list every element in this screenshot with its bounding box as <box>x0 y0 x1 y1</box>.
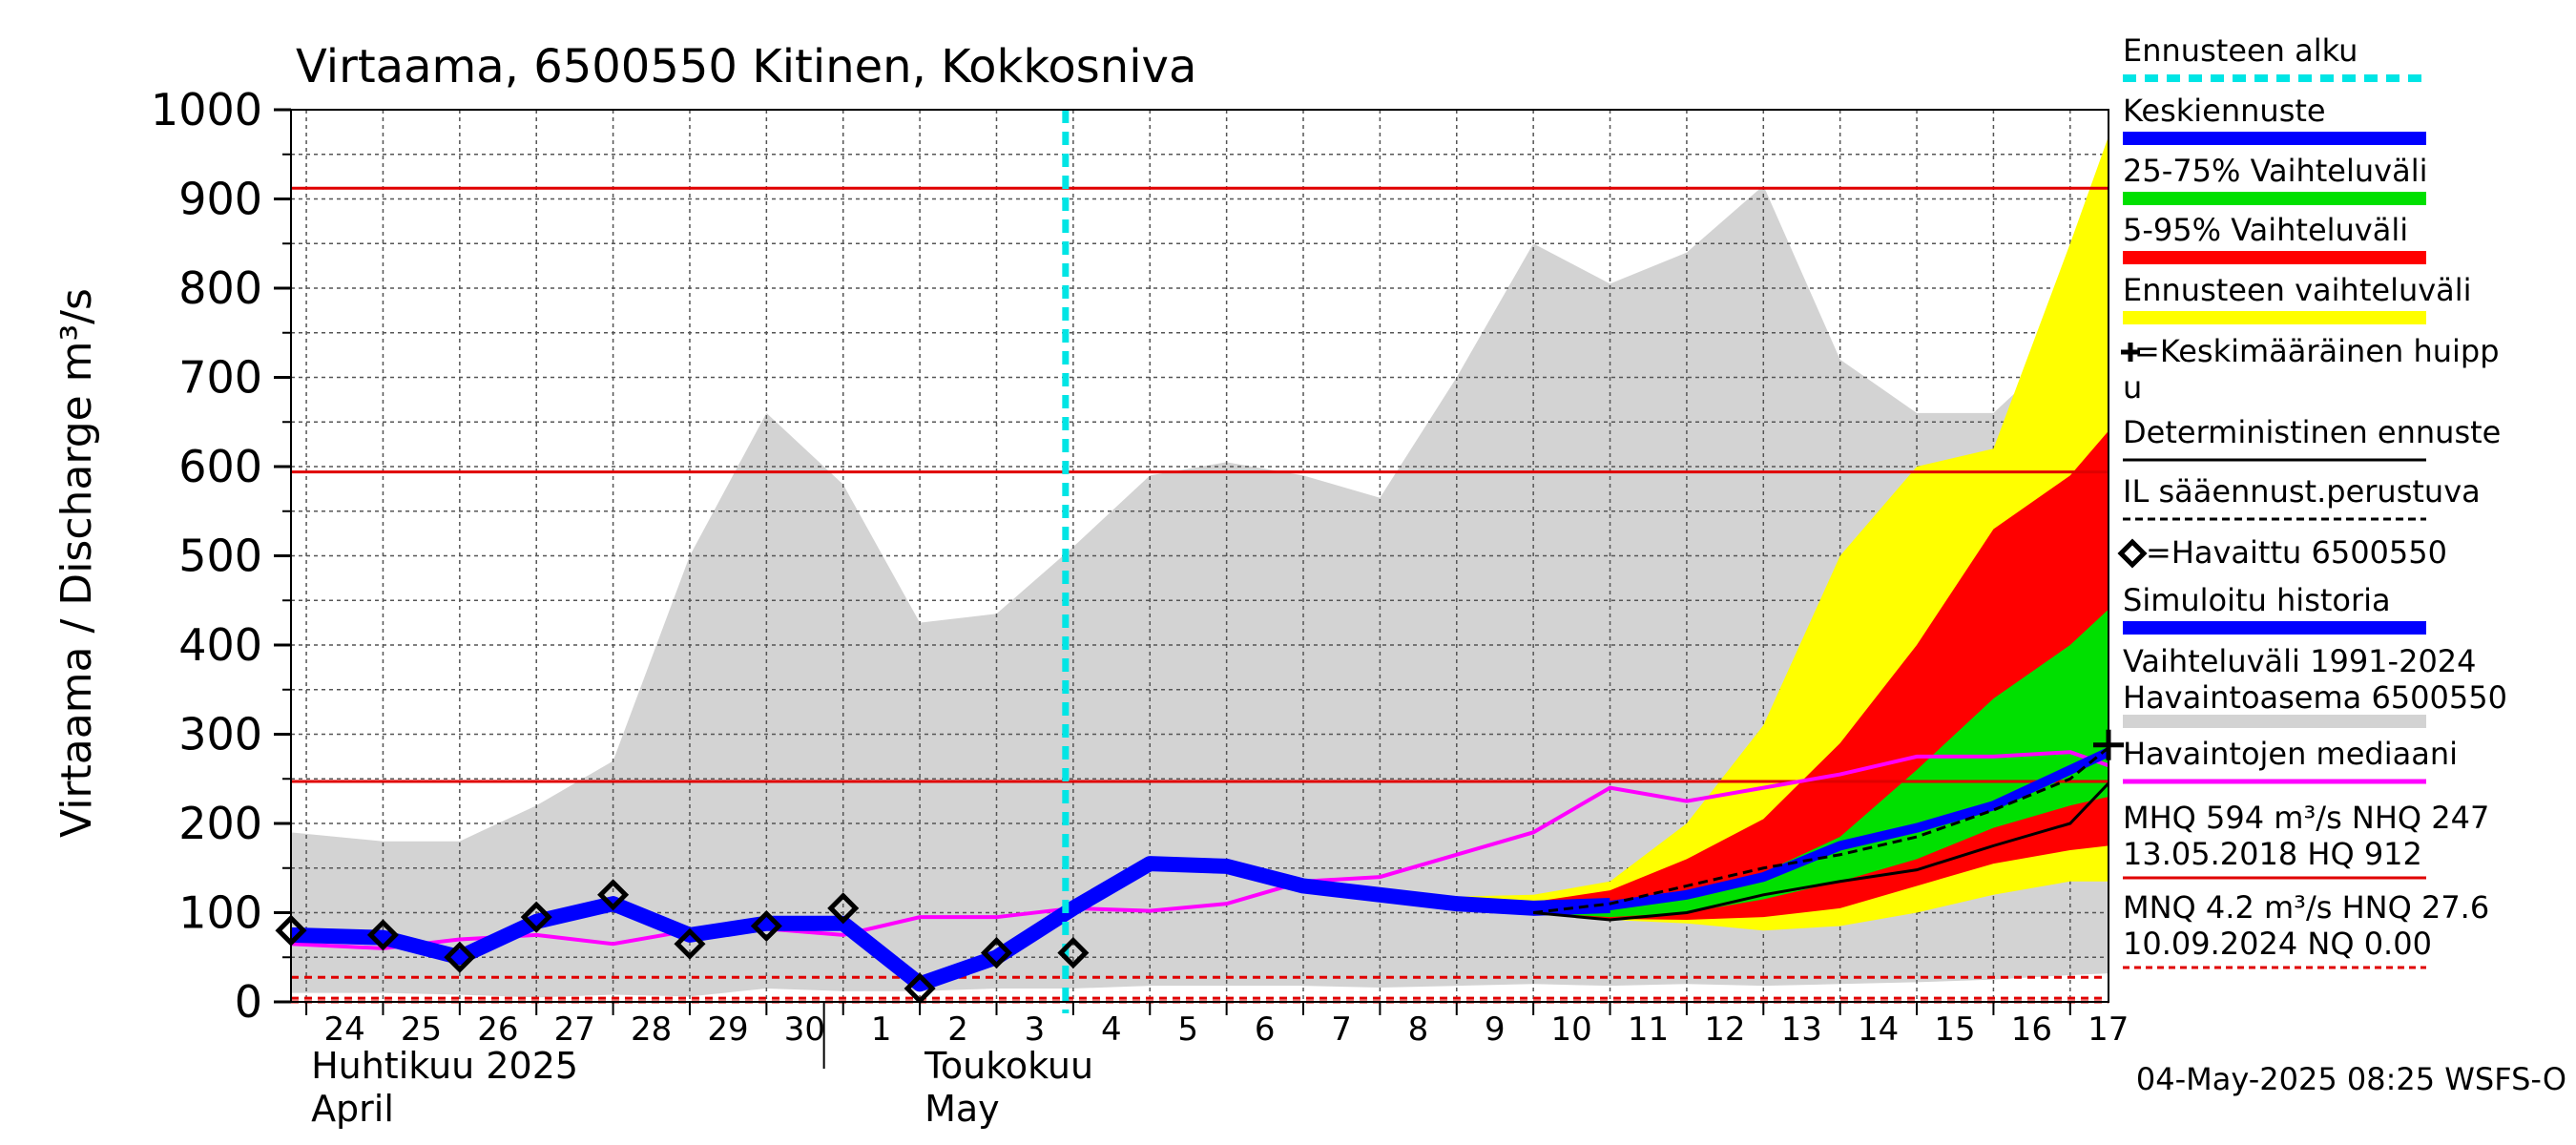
legend-diamond <box>2117 538 2148 569</box>
x-tick-label: 26 <box>477 1010 518 1049</box>
y-tick-label: 1000 <box>151 84 262 135</box>
x-tick-label: 11 <box>1628 1010 1669 1049</box>
legend-label: =Havaittu 6500550 <box>2146 534 2447 571</box>
x-tick-label: 10 <box>1551 1010 1592 1049</box>
y-axis-label: Virtaama / Discharge m³/s <box>52 288 101 838</box>
x-tick-label: 30 <box>784 1010 825 1049</box>
legend-label-cont: u <box>2123 369 2142 406</box>
observed-point <box>674 927 706 960</box>
y-tick-label: 800 <box>178 262 262 314</box>
legend-label-cont: 13.05.2018 HQ 912 <box>2123 836 2422 872</box>
x-tick-label: 27 <box>554 1010 595 1049</box>
legend-label: Keskiennuste <box>2123 93 2326 129</box>
y-tick-label: 700 <box>178 352 262 404</box>
x-tick-label: 24 <box>323 1010 364 1049</box>
legend-label: Vaihteluväli 1991-2024 <box>2123 643 2477 679</box>
x-tick-label: 4 <box>1101 1010 1122 1049</box>
x-tick-label: 16 <box>2011 1010 2052 1049</box>
y-tick-label: 100 <box>178 887 262 939</box>
y-tick-label: 600 <box>178 441 262 492</box>
y-tick-label: 500 <box>178 531 262 582</box>
observed-point <box>980 937 1013 969</box>
plot-content <box>291 110 2109 1004</box>
legend-label: Havaintojen mediaani <box>2123 736 2458 772</box>
observed-point <box>1057 937 1090 969</box>
legend-label: 25-75% Vaihteluväli <box>2123 153 2427 189</box>
observed-point <box>444 941 476 973</box>
y-tick-label: 300 <box>178 709 262 760</box>
series-line <box>1533 781 2109 922</box>
legend-label: IL sääennust.perustuva <box>2123 473 2481 510</box>
x-tick-label: 3 <box>1025 1010 1046 1049</box>
legend-label: MNQ 4.2 m³/s HNQ 27.6 <box>2123 889 2489 926</box>
legend-label: MHQ 594 m³/s NHQ 247 <box>2123 800 2489 836</box>
series-line <box>1532 746 2109 914</box>
y-tick-label: 200 <box>178 798 262 849</box>
observed-point <box>904 972 936 1005</box>
x-tick-label: 17 <box>2088 1010 2129 1049</box>
month-label: Toukokuu <box>924 1045 1093 1087</box>
x-tick-label: 7 <box>1331 1010 1352 1049</box>
y-tick-label: 400 <box>178 619 262 671</box>
observed-point <box>366 919 399 951</box>
legend-label: Simuloitu historia <box>2123 582 2391 618</box>
legend-label: Ennusteen vaihteluväli <box>2123 272 2472 308</box>
legend-label: Ennusteen alku <box>2123 32 2358 69</box>
x-tick-label: 1 <box>871 1010 892 1049</box>
observed-point <box>827 892 860 925</box>
timestamp-footer: 04-May-2025 08:25 WSFS-O <box>2136 1061 2566 1097</box>
plot-area <box>275 110 2124 1013</box>
x-tick-label: 25 <box>401 1010 442 1049</box>
legend: Ennusteen alku Keskiennuste 25-75% Vaihtel… <box>2117 32 2507 969</box>
observed-point <box>750 909 782 943</box>
legend-label: 5-95% Vaihteluväli <box>2123 212 2408 248</box>
legend-label: Deterministinen ennuste <box>2123 414 2501 450</box>
axes: 0 100 200 300 400 500 600 700 800 900 1000 Virtaama… <box>52 84 2129 1130</box>
chart-title: Virtaama, 6500550 Kitinen, Kokkosniva <box>296 40 1196 94</box>
x-tick-label: 5 <box>1177 1010 1198 1049</box>
observed-point <box>597 879 630 911</box>
x-tick-label: 8 <box>1408 1010 1429 1049</box>
series-line <box>1532 747 2109 913</box>
x-tick-label: 15 <box>1934 1010 1975 1049</box>
series-line <box>291 750 2109 950</box>
x-tick-label: 28 <box>631 1010 672 1049</box>
month-label-en: May <box>924 1088 1000 1130</box>
month-label: Huhtikuu 2025 <box>311 1045 578 1087</box>
x-tick-label: 9 <box>1485 1010 1506 1049</box>
x-tick-label: 29 <box>707 1010 748 1049</box>
x-tick-label: 13 <box>1781 1010 1822 1049</box>
y-tick-label: 0 <box>235 976 262 1028</box>
month-label-en: April <box>311 1088 394 1130</box>
legend-label-cont: Havaintoasema 6500550 <box>2123 679 2507 716</box>
y-tick-label: 900 <box>178 174 262 225</box>
x-tick-label: 12 <box>1704 1010 1745 1049</box>
x-tick-label: 14 <box>1858 1010 1899 1049</box>
legend-label: =Keskimääräinen huipp <box>2134 333 2500 369</box>
legend-label-cont: 10.09.2024 NQ 0.00 <box>2123 926 2432 962</box>
x-tick-label: 2 <box>947 1010 968 1049</box>
x-tick-label: 6 <box>1255 1010 1276 1049</box>
observed-point <box>520 901 552 933</box>
series-line <box>291 856 1610 992</box>
forecast-band-25-75 <box>1380 609 2109 918</box>
